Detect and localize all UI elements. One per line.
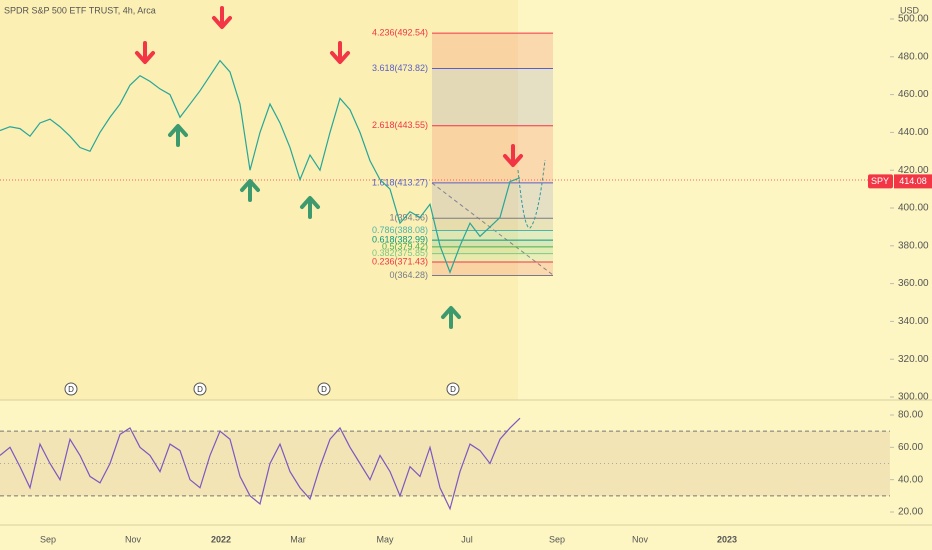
dividend-label: D xyxy=(68,385,74,394)
rsi-tick-label: 20.00 xyxy=(898,507,923,518)
rsi-tick-label: 80.00 xyxy=(898,410,923,421)
history-zone xyxy=(0,0,518,400)
fib-zone xyxy=(432,125,553,183)
fib-label: 0(364.28) xyxy=(389,270,428,280)
fib-zone xyxy=(432,33,553,69)
price-badge xyxy=(894,174,932,189)
fib-zone xyxy=(432,261,553,276)
price-tick-label: 380.00 xyxy=(898,240,929,251)
time-label: May xyxy=(376,534,394,544)
price-tick-label: 500.00 xyxy=(898,14,929,25)
price-badge-label: 414.08 xyxy=(899,176,927,186)
fib-label: 1(394.56) xyxy=(389,213,428,223)
signal-arrow xyxy=(330,41,350,64)
symbol-label: SPY xyxy=(871,176,889,186)
price-tick-label: 340.00 xyxy=(898,316,929,327)
time-label: Nov xyxy=(632,534,649,544)
symbol-title: SPDR S&P 500 ETF TRUST, 4h, Arca xyxy=(4,5,156,15)
fib-zone xyxy=(432,253,553,262)
dividend-marker xyxy=(446,382,460,396)
dividend-label: D xyxy=(450,385,456,394)
dividend-marker xyxy=(317,382,331,396)
price-tick-label: 420.00 xyxy=(898,165,929,176)
time-label: Sep xyxy=(549,534,565,544)
time-label: Sep xyxy=(40,534,56,544)
trend-line xyxy=(431,182,554,276)
dividend-marker xyxy=(64,382,78,396)
time-label: 2022 xyxy=(211,534,231,544)
dividend-label: D xyxy=(197,385,203,394)
price-tick-label: 440.00 xyxy=(898,127,929,138)
symbol-badge xyxy=(868,174,893,189)
signal-arrow xyxy=(168,124,188,147)
time-label: Nov xyxy=(125,534,142,544)
price-tick-label: 400.00 xyxy=(898,203,929,214)
fib-label: 2.618(443.55) xyxy=(372,120,428,130)
signal-arrow xyxy=(503,144,523,167)
rsi-tick-label: 60.00 xyxy=(898,442,923,453)
signal-arrow xyxy=(300,196,320,219)
signal-arrow xyxy=(135,41,155,64)
price-tick-label: 300.00 xyxy=(898,392,929,403)
signal-arrow xyxy=(240,179,260,202)
fib-label: 3.618(473.82) xyxy=(372,63,428,73)
fib-zone xyxy=(432,182,553,219)
fib-label: 1.618(413.27) xyxy=(372,177,428,187)
fib-zone xyxy=(432,240,553,247)
time-label: Mar xyxy=(290,534,306,544)
fib-label: 0.236(371.43) xyxy=(372,256,428,266)
fib-zone xyxy=(432,230,553,241)
time-label: Jul xyxy=(461,534,473,544)
rsi-line xyxy=(0,417,521,511)
signal-arrow xyxy=(212,6,232,29)
arrows xyxy=(135,6,523,329)
price-tick-label: 320.00 xyxy=(898,354,929,365)
currency: USD xyxy=(900,5,920,15)
dividend-marker xyxy=(193,382,207,396)
rsi-tick-label: 40.00 xyxy=(898,474,923,485)
projection xyxy=(517,159,546,229)
price-tick-label: 460.00 xyxy=(898,89,929,100)
fib-label: 0.5(379.42) xyxy=(382,241,428,251)
fib-label: 0.786(388.08) xyxy=(372,225,428,235)
fib-zone xyxy=(432,68,553,126)
signal-arrow xyxy=(441,306,461,329)
fib-label: 0.618(382.99) xyxy=(372,235,428,245)
fib-zone xyxy=(432,246,553,254)
fib-label: 4.236(492.54) xyxy=(372,27,428,37)
time-label: 2023 xyxy=(717,534,737,544)
price-line xyxy=(0,59,521,274)
price-tick-label: 480.00 xyxy=(898,51,929,62)
fib-label: 0.382(375.85) xyxy=(372,248,428,258)
price-tick-label: 360.00 xyxy=(898,278,929,289)
dividend-label: D xyxy=(321,385,327,394)
